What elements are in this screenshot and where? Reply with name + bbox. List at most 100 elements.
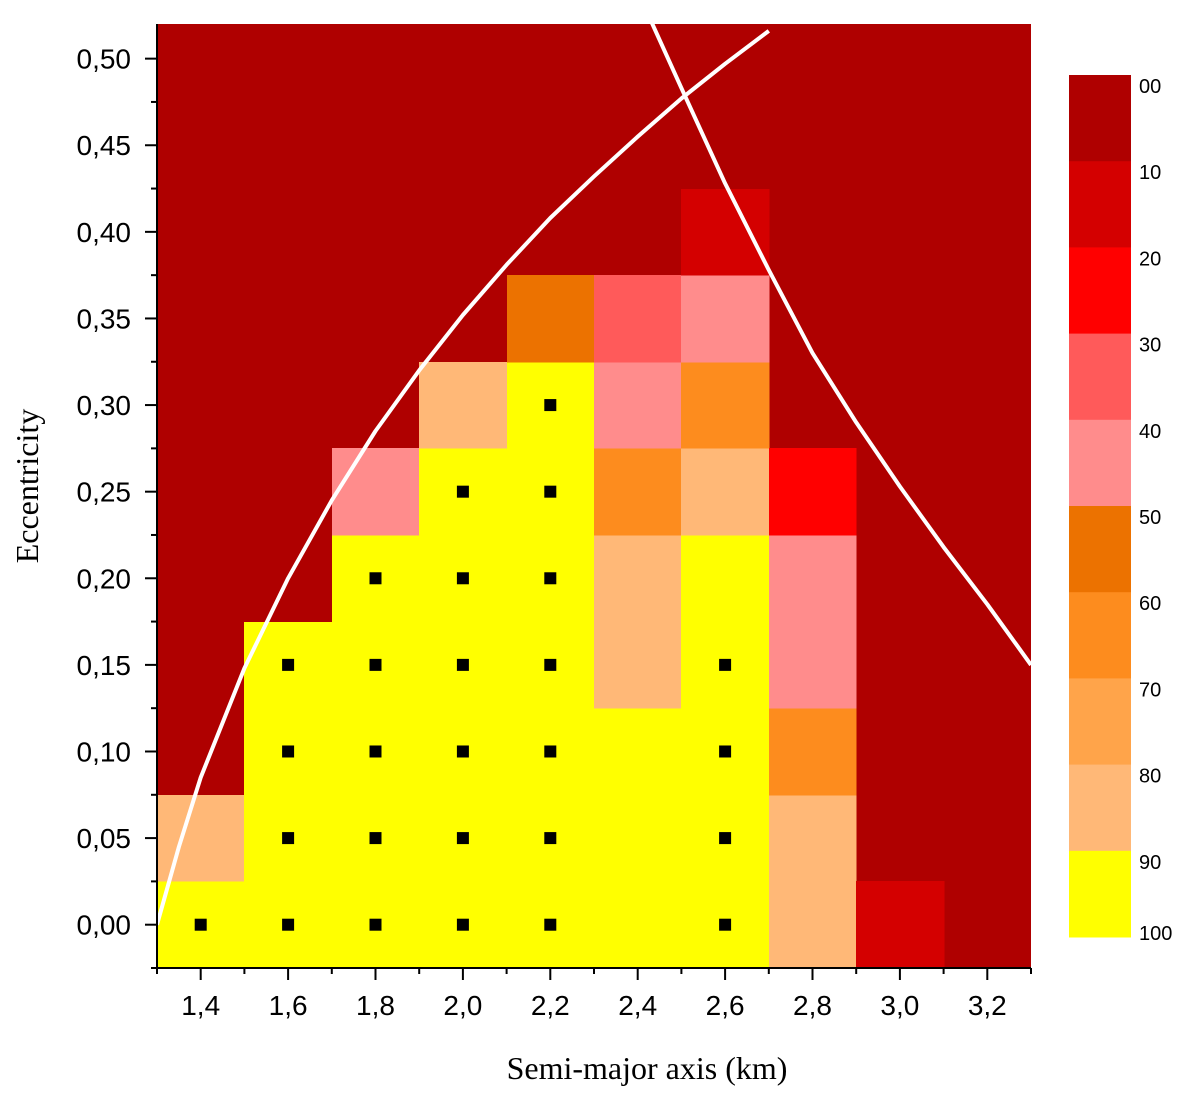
colorbar-label: 90: [1139, 852, 1161, 874]
heatmap-cell: [594, 881, 682, 969]
y-tick-label: 0,40: [77, 217, 132, 248]
colorbar: 00 10 20 30 40 50 60 70 80 90 100: [1069, 75, 1172, 945]
y-tick-label: 0,20: [77, 563, 132, 594]
data-point-marker: [369, 745, 382, 758]
heatmap-cell: [594, 622, 682, 709]
colorbar-swatch: [1069, 75, 1131, 162]
data-point-marker: [456, 572, 469, 585]
data-point-marker: [456, 485, 469, 498]
data-point-marker: [282, 745, 295, 758]
y-tick-label: 0,05: [77, 823, 132, 854]
heatmap-cell: [681, 535, 770, 623]
boundary-curve: [650, 24, 1031, 667]
data-point-marker: [544, 572, 557, 585]
x-tick-label: 2,4: [618, 990, 657, 1021]
heatmap-cell: [769, 881, 857, 969]
data-point-marker: [282, 832, 295, 845]
data-point-marker: [544, 745, 557, 758]
heatmap-cell: [594, 708, 682, 796]
heatmap-cell: [419, 362, 508, 449]
data-point-marker: [719, 832, 732, 845]
x-axis-title: Semi-major axis (km): [507, 1050, 788, 1086]
y-tick-label: 0,30: [77, 390, 132, 421]
colorbar-label: 30: [1139, 335, 1161, 357]
heatmap-cell: [681, 189, 770, 276]
x-tick-label: 3,2: [968, 990, 1007, 1021]
heatmap-cell: [769, 708, 857, 796]
data-point-marker: [369, 572, 382, 585]
x-tick-label: 2,0: [443, 990, 482, 1021]
y-tick-label: 0,10: [77, 736, 132, 767]
colorbar-label: 40: [1139, 421, 1161, 443]
heatmap-cell: [681, 362, 770, 449]
colorbar-swatch: [1069, 333, 1131, 421]
data-point-marker: [456, 658, 469, 671]
heatmap-cell: [594, 448, 682, 536]
data-point-marker: [456, 918, 469, 931]
data-point-marker: [282, 918, 295, 931]
axes: 1,4 1,6 1,8 2,0 2,2 2,4 2,6 2,8 3,0 3,2 0,00 0,05 0,…: [77, 24, 1032, 1021]
heatmap-cell: [681, 275, 770, 363]
x-tick-label: 1,8: [356, 990, 395, 1021]
colorbar-swatch: [1069, 506, 1131, 593]
heatmap-cell: [594, 362, 682, 449]
colorbar-swatch: [1069, 764, 1131, 852]
colorbar-label: 00: [1139, 76, 1161, 98]
data-point-marker: [369, 832, 382, 845]
data-point-marker: [544, 918, 557, 931]
colorbar-label: 100: [1139, 923, 1172, 945]
data-point-marker: [544, 485, 557, 498]
data-point-marker: [456, 745, 469, 758]
colorbar-label: 20: [1139, 248, 1161, 270]
heatmap-cell: [594, 275, 682, 363]
y-tick-label: 0,45: [77, 130, 132, 161]
data-point-marker: [194, 918, 207, 931]
colorbar-label: 50: [1139, 507, 1161, 529]
colorbar-label: 60: [1139, 593, 1161, 615]
data-point-marker: [282, 658, 295, 671]
heatmap-cell: [769, 448, 857, 536]
data-point-marker: [369, 658, 382, 671]
x-tick-label: 2,2: [531, 990, 570, 1021]
colorbar-swatch: [1069, 678, 1131, 766]
y-tick-label: 0,00: [77, 910, 132, 941]
heatmap-cell: [769, 535, 857, 623]
plot-area: [157, 24, 1031, 969]
y-tick-label: 0,15: [77, 650, 132, 681]
data-point-marker: [544, 399, 557, 412]
data-point-marker: [456, 832, 469, 845]
colorbar-swatch: [1069, 592, 1131, 679]
x-tick-label: 3,0: [880, 990, 919, 1021]
colorbar-label: 70: [1139, 679, 1161, 701]
data-point-marker: [544, 658, 557, 671]
colorbar-swatch: [1069, 419, 1131, 507]
heatmap-cell: [769, 622, 857, 709]
x-tick-label: 2,6: [706, 990, 745, 1021]
data-point-marker: [719, 918, 732, 931]
heatmap-cell: [856, 881, 945, 969]
heatmap-cell: [332, 448, 420, 536]
y-tick-label: 0,35: [77, 303, 132, 334]
boundary-curve: [157, 29, 771, 926]
x-tick-label: 1,6: [269, 990, 308, 1021]
colorbar-swatch: [1069, 161, 1131, 248]
y-tick-label: 0,50: [77, 44, 132, 75]
heatmap-cell: [507, 275, 595, 363]
y-axis-title: Eccentricity: [9, 409, 45, 564]
colorbar-label: 10: [1139, 162, 1161, 184]
data-point-marker: [719, 658, 732, 671]
heatmap-cell: [594, 535, 682, 623]
colorbar-swatch: [1069, 850, 1131, 938]
heatmap-cell: [594, 795, 682, 882]
x-tick-label: 1,4: [181, 990, 220, 1021]
colorbar-swatch: [1069, 247, 1131, 335]
data-point-marker: [719, 745, 732, 758]
y-tick-label: 0,25: [77, 477, 132, 508]
heatmap-cell: [681, 448, 770, 536]
data-point-marker: [544, 832, 557, 845]
x-tick-label: 2,8: [793, 990, 832, 1021]
heatmap-cell: [769, 795, 857, 882]
data-point-marker: [369, 918, 382, 931]
colorbar-label: 80: [1139, 766, 1161, 788]
